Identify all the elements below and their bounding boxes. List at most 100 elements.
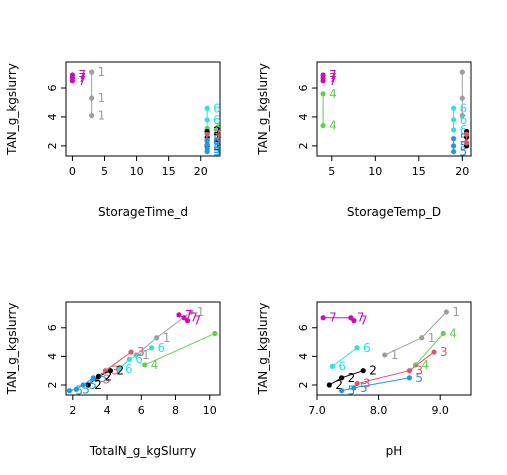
point-label: 2 [335, 378, 343, 392]
point-label: 1 [468, 91, 476, 105]
point-label: 5 [460, 139, 468, 153]
data-point [351, 385, 357, 391]
data-point [176, 312, 182, 318]
data-point [360, 368, 366, 374]
point-label: 4 [213, 126, 221, 140]
chart-panel-3: 2 4 6 8 10246TotalN_g_kgSlurryTAN_g_kgslurry… [5, 301, 221, 458]
data-point [89, 69, 95, 75]
point-label: 5 [99, 371, 107, 385]
point-label: 2 [105, 369, 113, 383]
point-label: 3 [213, 127, 221, 141]
point-label: 5 [348, 384, 356, 398]
data-point [69, 72, 76, 78]
series-7: 777 [69, 68, 86, 88]
series-4: 44 [142, 330, 218, 372]
data-point [126, 356, 132, 362]
data-point [107, 368, 114, 374]
point-label: 5 [82, 382, 90, 396]
y-tick-label: 6 [297, 324, 310, 331]
point-label: 2 [213, 124, 221, 138]
point-label: 1 [428, 331, 436, 345]
point-label: 7 [78, 71, 86, 85]
point-label: 3 [137, 345, 145, 359]
data-point [95, 373, 102, 379]
data-point [459, 69, 465, 75]
data-point [154, 335, 160, 341]
data-point [450, 127, 457, 133]
series-line [332, 347, 358, 367]
data-point [204, 131, 210, 137]
point-label: 1 [391, 348, 399, 362]
data-point [406, 368, 412, 374]
series-line [69, 377, 94, 392]
y-tick-label: 6 [46, 85, 59, 92]
series-4: 44 [320, 87, 337, 133]
y-tick-label: 2 [297, 381, 310, 388]
point-label: 1 [98, 91, 106, 105]
x-tick-label: 6 [138, 404, 145, 417]
point-label: 4 [213, 122, 221, 136]
data-point [450, 117, 457, 123]
x-axis-label: pH [386, 444, 403, 458]
point-label: 6 [135, 352, 143, 366]
data-point [85, 382, 91, 388]
y-tick-label: 6 [46, 324, 59, 331]
point-label: 5 [89, 378, 97, 392]
y-axis-label: TAN_g_kgslurry [256, 303, 270, 396]
point-label: 1 [452, 305, 460, 319]
point-label: 1 [142, 348, 150, 362]
x-tick-label: 15 [412, 165, 426, 178]
y-tick-label: 6 [297, 85, 310, 92]
point-label: 7 [329, 68, 337, 82]
point-label: 6 [363, 341, 371, 355]
point-label: 5 [75, 384, 83, 398]
point-label: 6 [158, 341, 166, 355]
x-tick-label: 5 [101, 165, 108, 178]
series-7: 777 [320, 68, 337, 88]
data-point [89, 112, 95, 119]
y-tick-label: 2 [46, 142, 59, 149]
data-point [320, 91, 326, 97]
point-label: 3 [363, 377, 371, 391]
data-point [329, 363, 335, 369]
data-point [212, 330, 218, 337]
point-label: 3 [103, 372, 111, 386]
point-label: 1 [163, 331, 171, 345]
data-point [354, 345, 360, 351]
data-point [66, 388, 73, 394]
point-label: 1 [98, 65, 106, 79]
point-label: 3 [415, 364, 423, 378]
data-point [450, 149, 457, 155]
data-point [89, 95, 95, 101]
point-label: 6 [460, 123, 468, 137]
data-point [464, 131, 470, 137]
series-2: 222 [85, 364, 124, 392]
point-label: 6 [338, 359, 346, 373]
y-axis-label: TAN_g_kgslurry [256, 63, 270, 156]
x-axis-label: StorageTime_d [98, 205, 188, 219]
series-line [144, 333, 216, 366]
data-point [320, 123, 326, 129]
data-point [382, 352, 388, 358]
point-label: 7 [329, 311, 337, 325]
data-point [459, 112, 465, 119]
series-1: 1 1 1 [382, 305, 460, 362]
y-tick-label: 4 [46, 113, 59, 120]
point-label: 5 [415, 371, 423, 385]
point-label: 4 [329, 87, 337, 101]
x-axis-label: StorageTemp_D [347, 205, 441, 219]
data-point [450, 136, 457, 142]
data-point [351, 318, 357, 324]
data-point [181, 315, 187, 321]
point-label: 2 [213, 139, 221, 153]
point-label: 3 [213, 133, 221, 147]
data-point [339, 375, 345, 381]
series-4: 44 [412, 326, 457, 372]
